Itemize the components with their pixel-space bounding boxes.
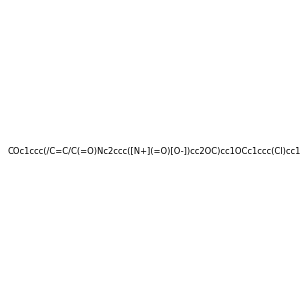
Text: COc1ccc(/C=C/C(=O)Nc2ccc([N+](=O)[O-])cc2OC)cc1OCc1ccc(Cl)cc1: COc1ccc(/C=C/C(=O)Nc2ccc([N+](=O)[O-])cc… bbox=[7, 147, 300, 156]
